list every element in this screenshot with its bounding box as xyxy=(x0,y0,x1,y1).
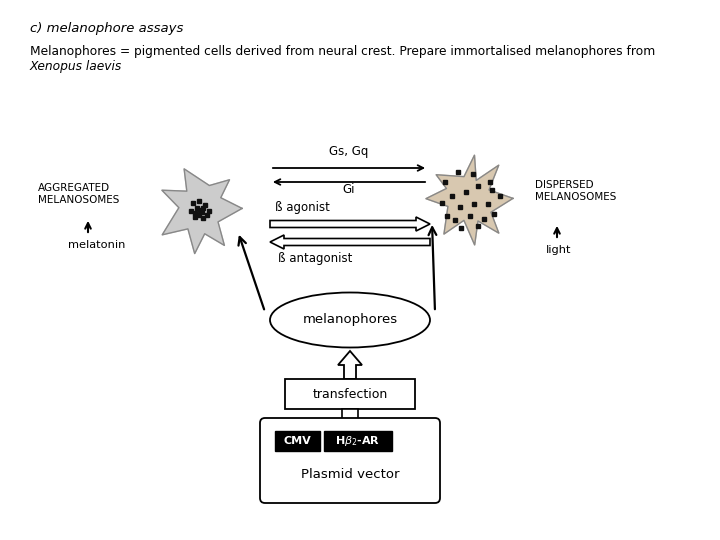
FancyArrow shape xyxy=(270,235,430,249)
Text: MELANOSOMES: MELANOSOMES xyxy=(535,192,616,202)
Text: AGGREGATED: AGGREGATED xyxy=(38,183,110,193)
Text: ß antagonist: ß antagonist xyxy=(278,252,352,265)
Text: Gi: Gi xyxy=(343,183,355,196)
Text: c) melanophore assays: c) melanophore assays xyxy=(30,22,184,35)
Polygon shape xyxy=(162,169,242,254)
Polygon shape xyxy=(426,155,513,245)
FancyBboxPatch shape xyxy=(275,431,320,451)
Text: Xenopus laevis: Xenopus laevis xyxy=(30,60,122,73)
FancyBboxPatch shape xyxy=(324,431,392,451)
Text: transfection: transfection xyxy=(312,388,387,401)
FancyBboxPatch shape xyxy=(260,418,440,503)
Text: Melanophores = pigmented cells derived from neural crest. Prepare immortalised m: Melanophores = pigmented cells derived f… xyxy=(30,45,655,58)
FancyBboxPatch shape xyxy=(342,409,358,423)
Ellipse shape xyxy=(270,293,430,348)
Text: MELANOSOMES: MELANOSOMES xyxy=(38,195,120,205)
FancyBboxPatch shape xyxy=(285,379,415,409)
Text: melanophores: melanophores xyxy=(302,314,397,327)
FancyArrow shape xyxy=(338,351,362,379)
Text: H$\beta$$_2$-AR: H$\beta$$_2$-AR xyxy=(336,434,381,448)
Text: DISPERSED: DISPERSED xyxy=(535,180,593,190)
Text: Gs, Gq: Gs, Gq xyxy=(329,145,369,158)
Text: CMV: CMV xyxy=(284,436,311,446)
FancyArrow shape xyxy=(270,217,430,231)
Text: ß agonist: ß agonist xyxy=(275,201,330,214)
Text: melatonin: melatonin xyxy=(68,240,125,250)
Text: Plasmid vector: Plasmid vector xyxy=(301,468,400,481)
Text: light: light xyxy=(546,245,572,255)
